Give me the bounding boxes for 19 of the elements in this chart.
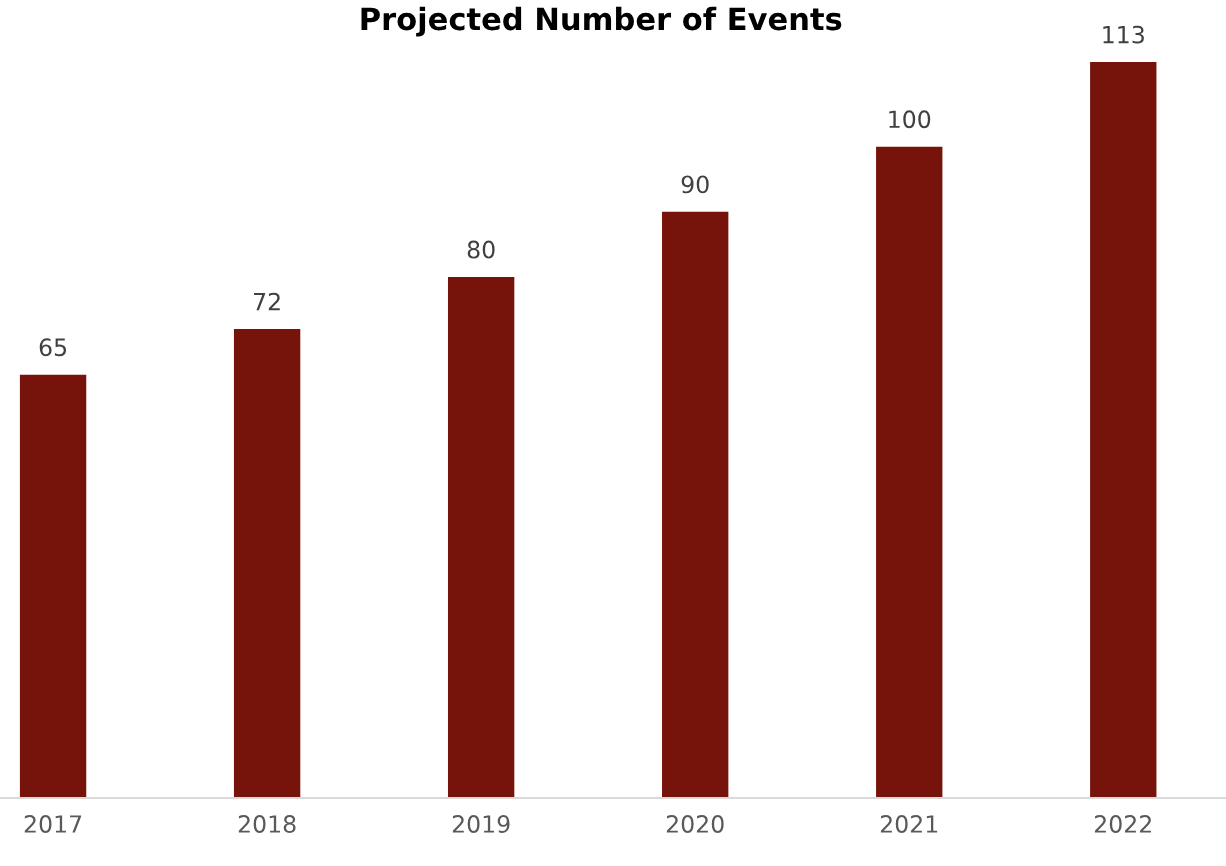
x-tick-label: 2018 [238, 815, 296, 833]
bar [233, 329, 301, 798]
bar [876, 146, 943, 798]
x-tick-label: 2021 [880, 815, 938, 833]
x-tick-label: 2022 [1094, 815, 1151, 833]
data-label: 90 [681, 175, 709, 194]
x-tick-label: 2019 [452, 815, 510, 833]
bar [19, 374, 87, 798]
data-label: 100 [889, 110, 931, 129]
data-label: 80 [467, 240, 495, 259]
x-tick-label: 2017 [24, 815, 82, 833]
x-tick-label: 2020 [666, 815, 724, 833]
data-label: 113 [1103, 25, 1144, 44]
bar [1090, 62, 1157, 798]
bar [662, 211, 729, 798]
chart-title: Projected Number of Events [361, 6, 842, 37]
data-label: 65 [39, 338, 67, 357]
bar [447, 276, 515, 798]
data-label: 72 [254, 292, 280, 311]
